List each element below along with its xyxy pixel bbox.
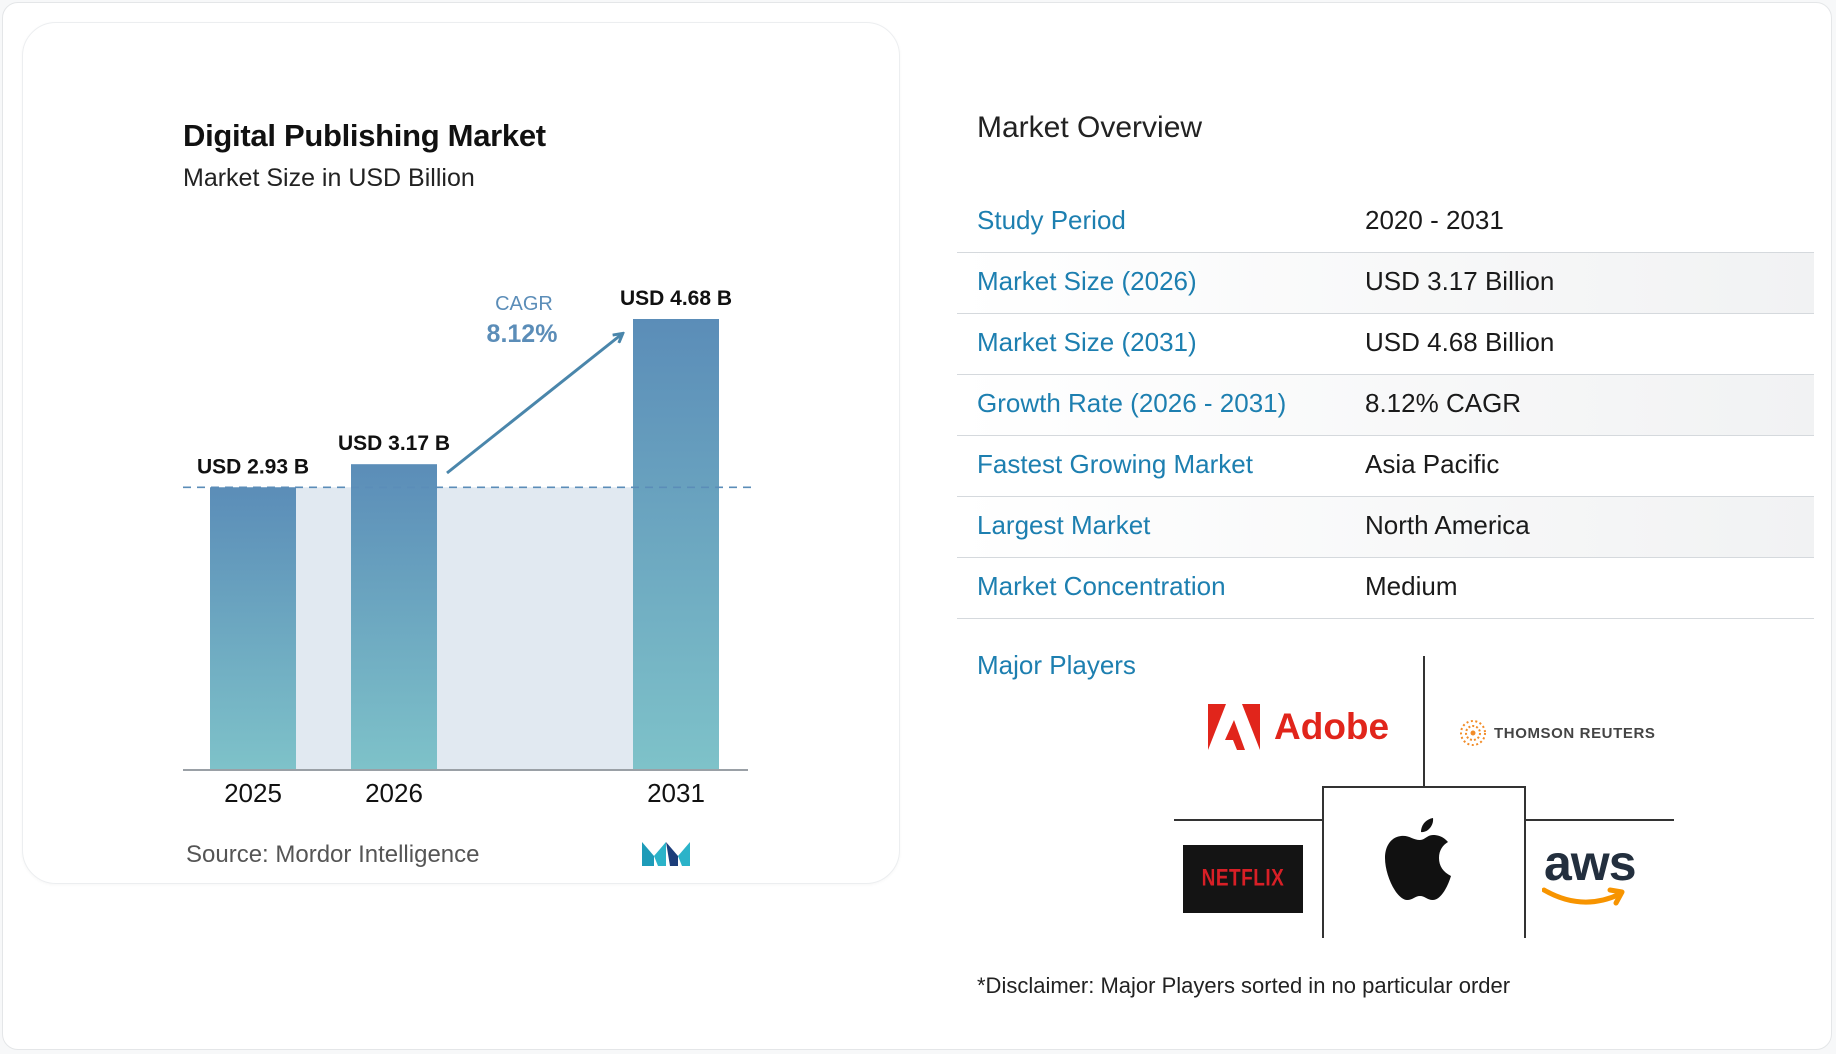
bar-2031 — [633, 319, 719, 769]
row-label: Market Size (2026) — [977, 266, 1197, 296]
bar-2026 — [351, 464, 437, 769]
row-value: USD 3.17 Billion — [1365, 266, 1555, 296]
aws-logo: aws — [1542, 834, 1637, 906]
table-row: Market Size (2031) USD 4.68 Billion — [957, 314, 1814, 375]
cagr-label: CAGR — [495, 293, 553, 315]
divider — [1524, 786, 1526, 938]
data-label: USD 3.17 B — [338, 432, 450, 455]
chart-title: Digital Publishing Market — [183, 118, 546, 153]
chart-subtitle: Market Size in USD Billion — [183, 164, 475, 192]
disclaimer-text: *Disclaimer: Major Players sorted in no … — [977, 973, 1511, 998]
bar-chart: USD 2.93 B USD 3.17 B USD 4.68 B 2025 2026 20… — [183, 287, 752, 808]
row-label: Growth Rate (2026 - 2031) — [977, 388, 1287, 418]
netflix-wordmark: NETFLIX — [1201, 865, 1285, 892]
table-row: Growth Rate (2026 - 2031) 8.12% CAGR — [957, 375, 1814, 436]
overview-table: Study Period 2020 - 2031 Market Size (20… — [957, 192, 1814, 619]
bar-2025 — [210, 487, 296, 769]
thomson-reuters-icon — [1460, 720, 1486, 746]
adobe-icon — [1208, 704, 1260, 750]
amazon-smile-icon — [1542, 887, 1625, 906]
row-value: Asia Pacific — [1365, 449, 1500, 479]
apple-logo — [1385, 818, 1455, 907]
cagr-value: 8.12% — [487, 320, 558, 348]
row-label: Fastest Growing Market — [977, 449, 1253, 479]
row-label: Largest Market — [977, 510, 1151, 540]
row-label: Market Concentration — [977, 571, 1226, 601]
adobe-wordmark: Adobe — [1274, 706, 1390, 747]
thomson-reuters-logo: THOMSON REUTERS — [1458, 718, 1656, 748]
tick-label: 2025 — [224, 778, 282, 808]
data-label: USD 2.93 B — [197, 455, 309, 478]
netflix-logo: NETFLIX — [1183, 845, 1303, 913]
major-players-label: Major Players — [977, 650, 1136, 680]
apple-icon — [1385, 818, 1451, 900]
divider — [1322, 786, 1324, 938]
row-value: USD 4.68 Billion — [1365, 327, 1555, 357]
divider — [1174, 819, 1324, 821]
tick-label: 2026 — [365, 778, 423, 808]
table-row: Market Concentration Medium — [957, 558, 1814, 619]
row-value: North America — [1365, 510, 1530, 540]
row-label: Market Size (2031) — [977, 327, 1197, 357]
mordor-logo-icon — [642, 842, 690, 866]
data-label: USD 4.68 B — [620, 287, 732, 310]
thomson-reuters-wordmark: THOMSON REUTERS — [1494, 724, 1656, 742]
row-value: 8.12% CAGR — [1365, 388, 1522, 418]
row-value: 2020 - 2031 — [1365, 205, 1504, 235]
adobe-logo: Adobe — [1208, 704, 1389, 750]
table-row: Study Period 2020 - 2031 — [957, 192, 1814, 253]
table-row: Fastest Growing Market Asia Pacific — [957, 436, 1814, 497]
divider — [1524, 819, 1674, 821]
aws-wordmark: aws — [1544, 835, 1637, 891]
divider — [1423, 656, 1425, 786]
row-label: Study Period — [977, 205, 1126, 235]
reference-band — [253, 487, 676, 769]
divider — [1322, 786, 1526, 788]
cagr-arrow — [446, 334, 622, 475]
overview-title: Market Overview — [977, 111, 1203, 144]
table-row: Largest Market North America — [957, 497, 1814, 558]
source-text: Source: Mordor Intelligence — [186, 841, 480, 868]
tick-label: 2031 — [647, 778, 705, 808]
table-row: Market Size (2026) USD 3.17 Billion — [957, 253, 1814, 314]
row-value: Medium — [1365, 571, 1458, 601]
